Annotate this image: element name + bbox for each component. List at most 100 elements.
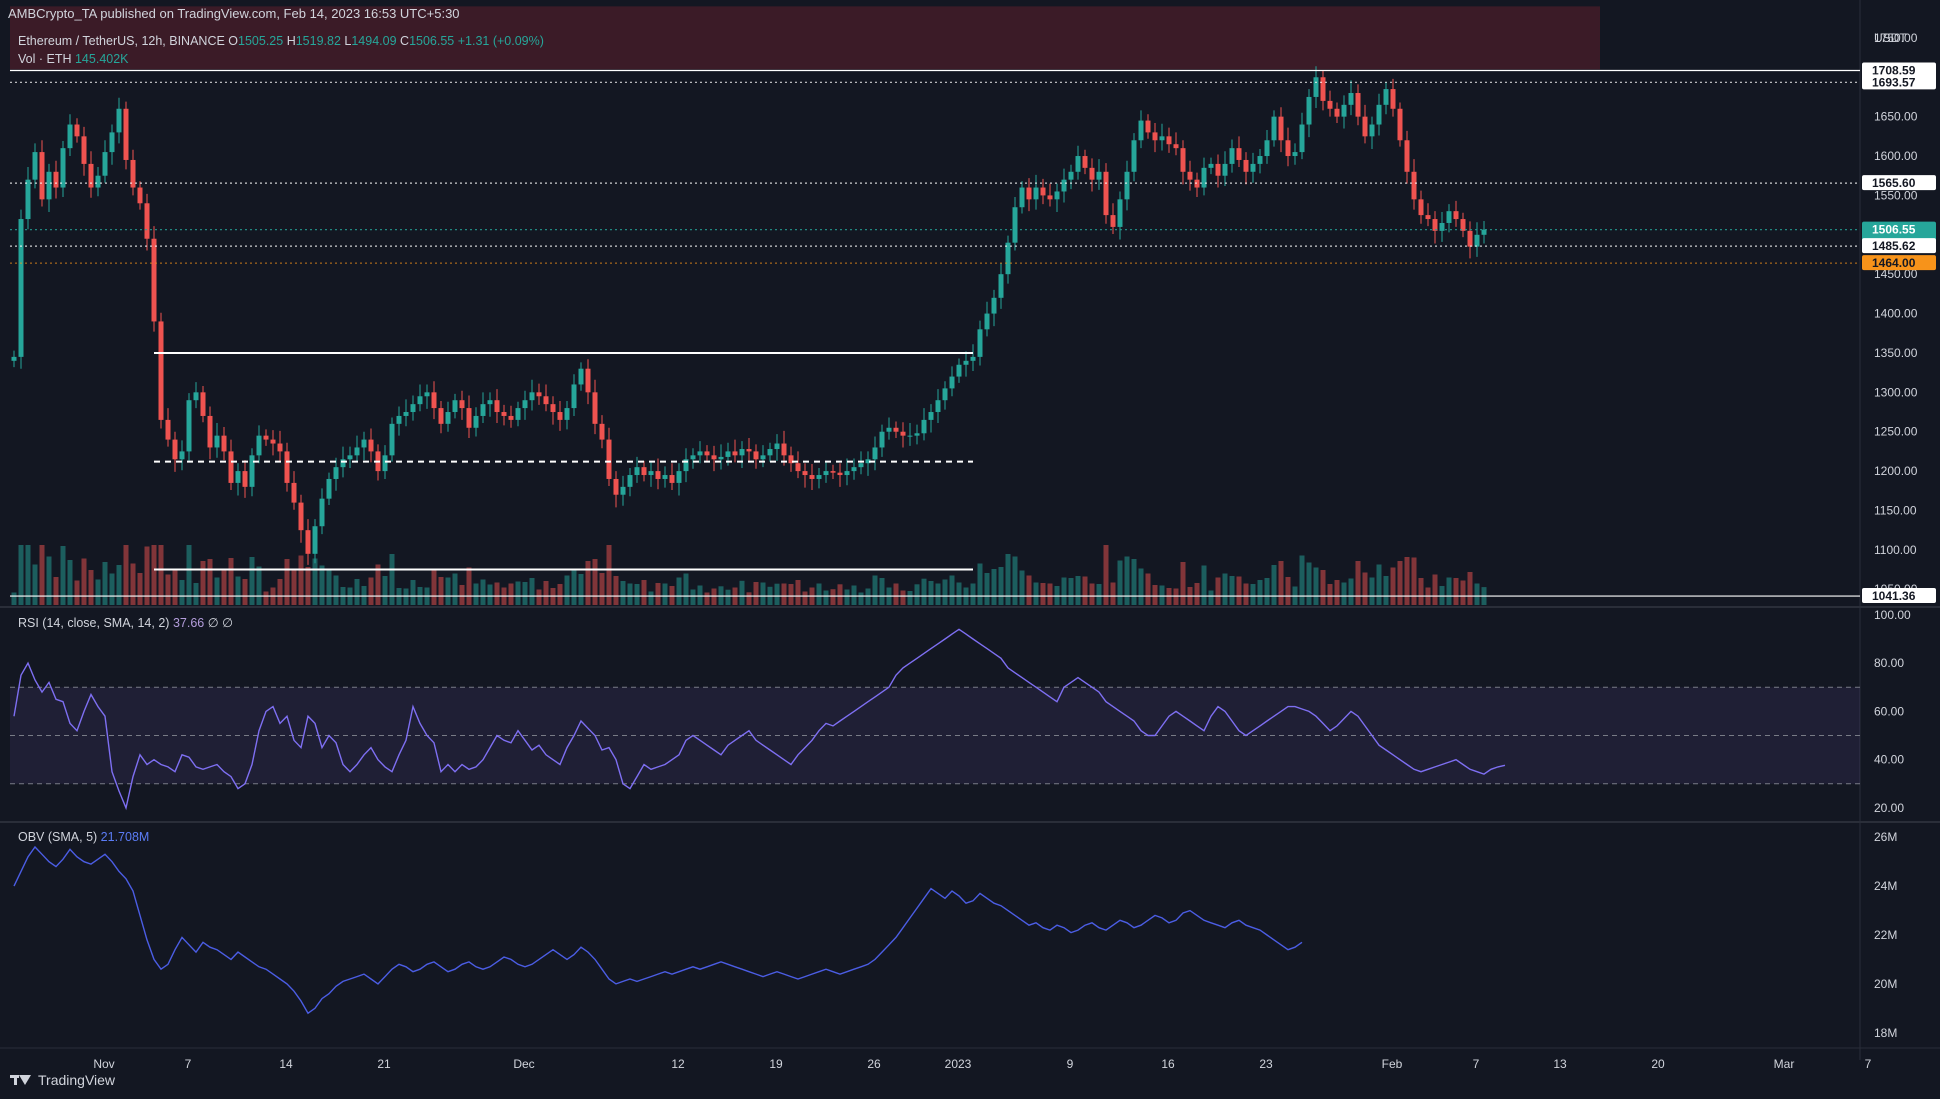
candle-body xyxy=(123,108,129,160)
volume-bar xyxy=(984,573,990,605)
symbol-title[interactable]: Ethereum / TetherUS, 12h, BINANCE xyxy=(18,34,225,48)
level-price-tag xyxy=(1862,175,1936,191)
candle-body xyxy=(865,459,871,464)
candle-body xyxy=(74,124,80,137)
candle-body xyxy=(1313,77,1319,97)
time-axis-tick: 7 xyxy=(1865,1057,1872,1071)
rsi-extra: ∅ ∅ xyxy=(207,616,233,630)
candle-body xyxy=(473,415,479,428)
candle-body xyxy=(991,297,997,314)
rsi-line xyxy=(13,628,1506,811)
candle-body xyxy=(900,431,906,436)
volume-bar xyxy=(459,585,465,605)
level-price-label: 1041.36 xyxy=(1872,589,1916,603)
volume-bar xyxy=(823,590,829,605)
time-axis-tick: 14 xyxy=(279,1057,293,1071)
level-price-label: 1485.62 xyxy=(1872,239,1916,253)
volume-bar xyxy=(1026,575,1032,605)
volume-bar xyxy=(529,578,535,605)
candle-body xyxy=(690,455,696,460)
open-value: 1505.25 xyxy=(238,34,284,48)
candle-body xyxy=(970,356,976,361)
candle-body xyxy=(1481,229,1487,235)
candle-body xyxy=(739,449,745,456)
candle-body xyxy=(1054,191,1060,200)
candle-body xyxy=(186,400,192,452)
change-value: +1.31 (+0.09%) xyxy=(457,34,544,48)
candle-body xyxy=(249,455,255,487)
volume-bar xyxy=(403,588,409,605)
candle-body xyxy=(1334,108,1340,117)
candle-body xyxy=(1474,234,1480,247)
candle-body xyxy=(1285,140,1291,157)
candle-body xyxy=(109,132,115,153)
obv-label[interactable]: OBV (SMA, 5) xyxy=(18,830,98,844)
candle-body xyxy=(291,482,297,503)
candle-body xyxy=(39,152,45,200)
tradingview-footer[interactable]: TradingView xyxy=(10,1072,115,1088)
candle-body xyxy=(683,459,689,472)
volume-bar xyxy=(1411,557,1417,605)
volume-bar xyxy=(844,589,850,605)
candle-body xyxy=(256,435,262,456)
candle-body xyxy=(858,463,864,468)
candle-body xyxy=(1026,187,1032,200)
candle-body xyxy=(627,475,633,487)
candle-body xyxy=(760,455,766,460)
volume-bar xyxy=(1124,556,1130,605)
volume-bar xyxy=(1068,578,1074,605)
candle-body xyxy=(1397,108,1403,141)
rsi-label[interactable]: RSI (14, close, SMA, 14, 2) xyxy=(18,616,170,630)
candle-body xyxy=(277,443,283,452)
volume-bar xyxy=(1327,584,1333,605)
candle-body xyxy=(347,455,353,460)
volume-bar xyxy=(186,545,192,605)
candle-body xyxy=(326,478,332,499)
volume-bar xyxy=(319,565,325,605)
candle-body xyxy=(368,439,374,452)
volume-bar xyxy=(179,580,185,605)
volume-bar xyxy=(830,589,836,605)
candle-body xyxy=(1117,199,1123,227)
time-axis-tick: 19 xyxy=(769,1057,783,1071)
candle-body xyxy=(536,392,542,397)
time-axis-tick: 21 xyxy=(377,1057,391,1071)
volume-bar xyxy=(634,584,640,605)
volume-bar xyxy=(249,557,255,605)
candle-body xyxy=(298,502,304,531)
volume-bar xyxy=(1152,585,1158,605)
candle-body xyxy=(655,471,661,479)
volume-bar xyxy=(956,582,962,605)
volume-bar xyxy=(508,583,514,605)
volume-label[interactable]: Vol · ETH xyxy=(18,52,72,66)
level-price-label: 1565.60 xyxy=(1872,176,1916,190)
volume-bar xyxy=(1110,582,1116,605)
volume-bar xyxy=(242,579,248,605)
volume-bar xyxy=(263,591,269,605)
candle-body xyxy=(669,475,675,483)
candle-body xyxy=(1075,156,1081,172)
volume-bar xyxy=(837,584,843,605)
candle-body xyxy=(1271,116,1277,141)
obv-axis-tick: 26M xyxy=(1874,830,1897,844)
candle-body xyxy=(1180,148,1186,172)
obv-axis-tick: 20M xyxy=(1874,977,1897,991)
candle-body xyxy=(795,463,801,472)
obv-value: 21.708M xyxy=(100,830,150,844)
candle-body xyxy=(1432,219,1438,231)
volume-bar xyxy=(935,583,941,605)
candle-body xyxy=(431,392,437,409)
candle-body xyxy=(1446,211,1452,223)
price-axis-tick: 1200.00 xyxy=(1874,464,1918,478)
volume-bar xyxy=(704,592,710,605)
volume-bar xyxy=(893,583,899,605)
volume-bar xyxy=(1061,577,1067,605)
volume-bar xyxy=(109,573,115,605)
candle-body xyxy=(1187,171,1193,180)
footer-brand: TradingView xyxy=(38,1072,116,1088)
volume-bar xyxy=(88,570,94,605)
volume-bar xyxy=(522,582,528,605)
candle-body xyxy=(578,368,584,385)
candle-body xyxy=(1257,156,1263,164)
candle-body xyxy=(837,472,843,476)
